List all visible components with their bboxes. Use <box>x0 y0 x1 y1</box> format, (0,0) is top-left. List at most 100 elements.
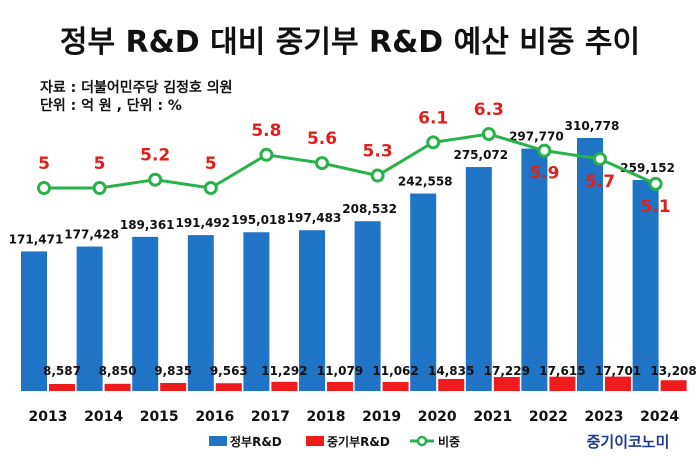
sme-value-label: 14,835 <box>428 364 474 378</box>
legend-label-sme: 중기부R&D <box>327 434 390 449</box>
ratio-marker <box>203 181 218 195</box>
gov-value-label: 242,558 <box>398 175 453 189</box>
gov-value-label: 189,361 <box>120 218 175 232</box>
ratio-marker <box>593 151 607 166</box>
gov-value-label: 197,483 <box>287 211 342 225</box>
chart-title: 정부 R&D 대비 중기부 R&D 예산 비중 추이 <box>60 25 640 60</box>
sme-bar <box>493 376 520 391</box>
ratio-value-label: 5.1 <box>641 197 671 217</box>
sme-bar <box>271 381 298 391</box>
ratio-marker <box>259 147 274 162</box>
gov-value-label: 177,428 <box>64 228 119 242</box>
gov-bar <box>21 251 47 391</box>
ratio-value-label: 6.3 <box>474 100 504 120</box>
ratio-marker <box>537 143 552 158</box>
ratio-marker <box>37 181 51 195</box>
legend-swatch-sme <box>306 436 324 446</box>
ratio-value-label: 5.2 <box>140 146 170 166</box>
gov-bar <box>299 230 325 391</box>
ratio-line <box>44 132 657 190</box>
sme-value-label: 17,229 <box>484 364 530 378</box>
gov-bar <box>521 148 548 391</box>
ratio-marker <box>148 172 163 187</box>
sme-bar <box>382 381 409 391</box>
ratio-marker <box>370 168 385 183</box>
x-tick-label: 2022 <box>529 409 568 425</box>
gov-value-label: 171,471 <box>9 232 64 246</box>
gov-bar <box>132 236 159 391</box>
sme-bar <box>549 376 576 391</box>
gov-value-label: 275,072 <box>453 148 508 162</box>
gov-value-label: 191,492 <box>175 216 230 230</box>
ratio-value-label: 5 <box>94 154 106 174</box>
unit-note: 단위 : 억 원 , 단위 : % <box>40 97 182 114</box>
sme-value-label: 17,615 <box>539 364 585 378</box>
gov-bar <box>577 138 603 391</box>
gov-value-label: 297,770 <box>509 130 564 144</box>
x-tick-label: 2024 <box>640 409 679 425</box>
sme-bars <box>49 376 687 391</box>
legend-marker-ratio <box>416 435 428 447</box>
x-tick-label: 2021 <box>473 409 512 425</box>
sme-value-label: 11,079 <box>317 364 363 378</box>
ratio-value-label: 5 <box>38 154 50 174</box>
sme-bar <box>605 376 631 391</box>
sme-bar <box>160 382 187 391</box>
gov-bar <box>354 221 381 391</box>
legend-swatch-gov <box>209 436 227 446</box>
publisher-logo: 중기이코노미 <box>587 433 670 451</box>
x-axis-ticks: 2013 2014 2015 2016 2017 2018 2019 2020 2021 2022… <box>29 409 680 425</box>
sme-bar <box>438 378 465 391</box>
sme-value-label: 11,062 <box>372 364 418 378</box>
ratio-value-label: 5.8 <box>251 121 281 141</box>
legend-label-ratio: 비중 <box>438 434 460 449</box>
ratio-value-label: 5.9 <box>529 164 559 184</box>
sme-bar <box>327 381 353 391</box>
gov-bar <box>632 180 659 391</box>
sme-value-label: 8,850 <box>99 364 137 378</box>
sme-bar <box>660 380 687 391</box>
sme-value-label: 9,835 <box>154 364 192 378</box>
sme-value-label: 9,563 <box>210 364 248 378</box>
sme-bar <box>49 384 75 391</box>
sme-value-label: 13,208 <box>650 364 696 378</box>
sme-value-label: 11,292 <box>261 364 307 378</box>
gov-bars <box>21 138 659 391</box>
legend-label-gov: 정부R&D <box>230 434 282 449</box>
ratio-marker <box>481 127 496 142</box>
legend: 정부R&D 중기부R&D 비중 <box>209 434 460 449</box>
ratio-marker <box>426 135 441 150</box>
x-tick-label: 2023 <box>585 409 624 425</box>
gov-bar <box>410 193 437 391</box>
gov-bar <box>187 235 214 391</box>
x-tick-label: 2015 <box>140 409 179 425</box>
ratio-marker <box>315 156 329 171</box>
gov-bar <box>76 246 103 391</box>
sme-value-label: 17,701 <box>595 364 641 378</box>
gov-value-label: 310,778 <box>565 119 620 133</box>
ratio-marker <box>648 176 663 191</box>
x-tick-label: 2016 <box>195 409 234 425</box>
sme-bar <box>215 383 242 391</box>
ratio-value-label: 5.7 <box>585 172 615 192</box>
sme-value-labels: 8,587 8,850 9,835 9,563 11,292 11,079 11,062 14… <box>43 364 697 378</box>
ratio-value-label: 6.1 <box>418 108 448 128</box>
source-note: 자료 : 더불어민주당 김정호 의원 <box>40 79 233 96</box>
gov-value-label: 208,532 <box>342 202 397 216</box>
sme-bar <box>104 383 131 391</box>
x-tick-label: 2013 <box>29 409 68 425</box>
ratio-value-label: 5.3 <box>363 142 393 162</box>
ratio-value-labels: 5 5 5.2 5 5.8 5.6 5.3 6.1 6.3 5.9 5.7 5.1 <box>38 100 671 217</box>
gov-bar <box>243 232 270 391</box>
sme-value-label: 8,587 <box>43 364 81 378</box>
x-tick-label: 2014 <box>84 409 123 425</box>
x-tick-label: 2018 <box>307 409 346 425</box>
ratio-value-label: 5 <box>205 154 217 174</box>
x-tick-label: 2019 <box>362 409 401 425</box>
gov-value-label: 259,152 <box>620 161 675 175</box>
ratio-value-label: 5.6 <box>307 129 337 149</box>
ratio-marker <box>92 181 107 195</box>
x-tick-label: 2017 <box>251 409 290 425</box>
